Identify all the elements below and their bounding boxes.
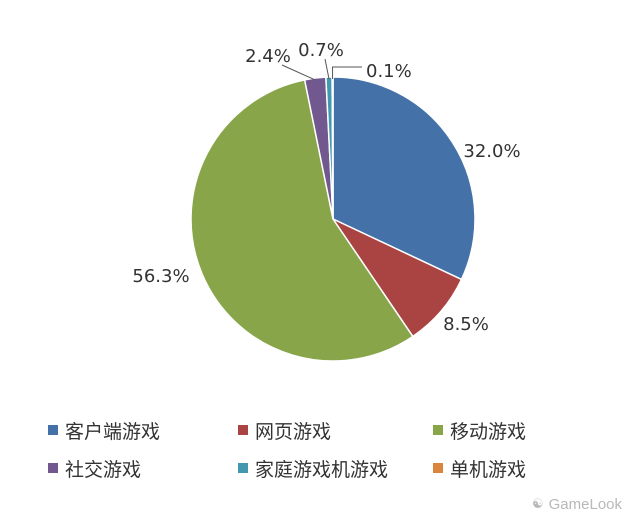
watermark: ☯ GameLook — [532, 496, 622, 513]
legend-label: 社交游戏 — [65, 458, 142, 481]
pie-slice-1 — [332, 76, 476, 281]
legend-item-6: 单机游戏 — [433, 456, 618, 481]
legend-item-3: 移动游戏 — [433, 418, 618, 443]
legend-label: 网页游戏 — [255, 420, 332, 443]
leader-line-4 — [281, 64, 316, 81]
pie-slice-6 — [331, 76, 334, 220]
wechat-icon: ☯ — [531, 497, 544, 512]
legend-swatch — [238, 463, 248, 473]
leader-line-6 — [332, 66, 362, 80]
data-label-6: 0.1% — [366, 61, 412, 82]
legend-label: 客户端游戏 — [65, 420, 161, 443]
data-label-1: 32.0% — [463, 141, 520, 162]
data-label-5: 0.7% — [298, 40, 344, 61]
legend-swatch — [48, 425, 58, 435]
legend-item-5: 家庭游戏机游戏 — [238, 456, 433, 481]
data-label-2: 8.5% — [443, 314, 489, 335]
leader-line-5 — [324, 58, 330, 80]
watermark-text: GameLook — [548, 496, 622, 513]
legend-item-2: 网页游戏 — [238, 418, 433, 443]
legend-swatch — [48, 463, 58, 473]
chart-legend: 客户端游戏 网页游戏 移动游戏社交游戏 家庭游戏机游戏 单机游戏 — [48, 418, 618, 481]
pie-slice-3 — [190, 78, 414, 362]
pie-chart-svg: 32.0% 8.5% 56.3% 2.4% 0.7% 0.1% — [132, 40, 521, 362]
legend-label: 家庭游戏机游戏 — [255, 458, 389, 481]
legend-swatch — [433, 463, 443, 473]
legend-label: 单机游戏 — [450, 458, 527, 481]
legend-label: 移动游戏 — [450, 420, 527, 443]
legend-item-1: 客户端游戏 — [48, 418, 238, 443]
legend-swatch — [238, 425, 248, 435]
legend-swatch — [433, 425, 443, 435]
data-label-4: 2.4% — [245, 46, 291, 67]
data-label-3: 56.3% — [132, 266, 189, 287]
legend-item-4: 社交游戏 — [48, 456, 238, 481]
